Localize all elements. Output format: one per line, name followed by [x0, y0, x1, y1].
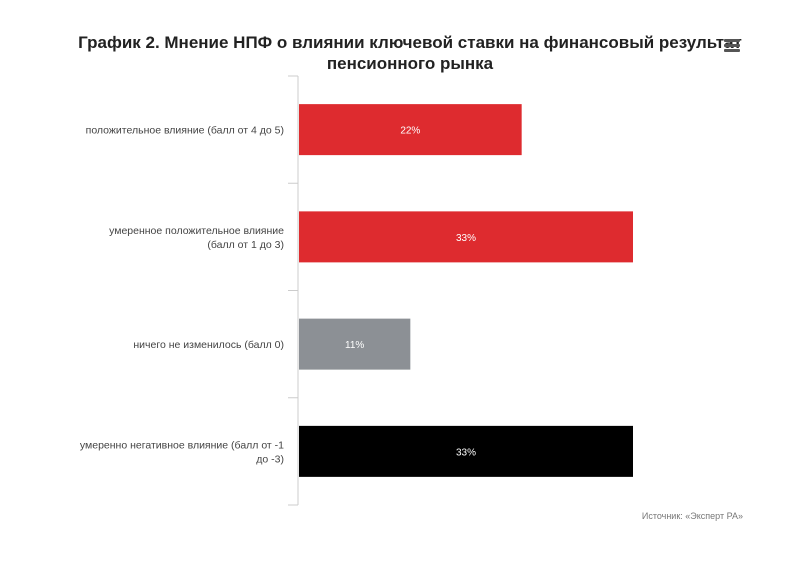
category-label-line: (балл от 1 до 3): [207, 239, 284, 251]
chart-title: График 2. Мнение НПФ о влиянии ключевой …: [78, 33, 742, 73]
category-label-line: до -3): [256, 453, 284, 465]
source-label: Источник: «Эксперт РА»: [641, 511, 743, 521]
category-label: умеренно негативное влияние (балл от -1 д…: [80, 439, 284, 465]
category-label-line: ничего не изменилось (балл 0): [133, 339, 284, 351]
bar-data-label: 11%: [345, 340, 364, 351]
category-label-line: умеренно негативное влияние (балл от -1: [80, 439, 284, 451]
category-label: ничего не изменилось (балл 0): [133, 339, 284, 351]
bar: [299, 425, 633, 477]
bar: [299, 318, 411, 370]
bar-data-label: 33%: [456, 233, 476, 244]
category-label-line: умеренное положительное влияние: [109, 225, 284, 237]
bar: [299, 211, 633, 263]
menu-line: [724, 49, 740, 52]
menu-line: [724, 44, 740, 47]
bar-data-label: 22%: [400, 126, 420, 137]
category-label: умеренное положительное влияние (балл от …: [109, 225, 284, 251]
bar-data-label: 33%: [456, 447, 476, 458]
category-label-line: положительное влияние (балл от 4 до 5): [86, 125, 284, 137]
hamburger-menu-icon[interactable]: [722, 38, 742, 54]
category-label: положительное влияние (балл от 4 до 5): [86, 125, 284, 137]
menu-line: [724, 39, 740, 42]
bar: [299, 104, 522, 156]
